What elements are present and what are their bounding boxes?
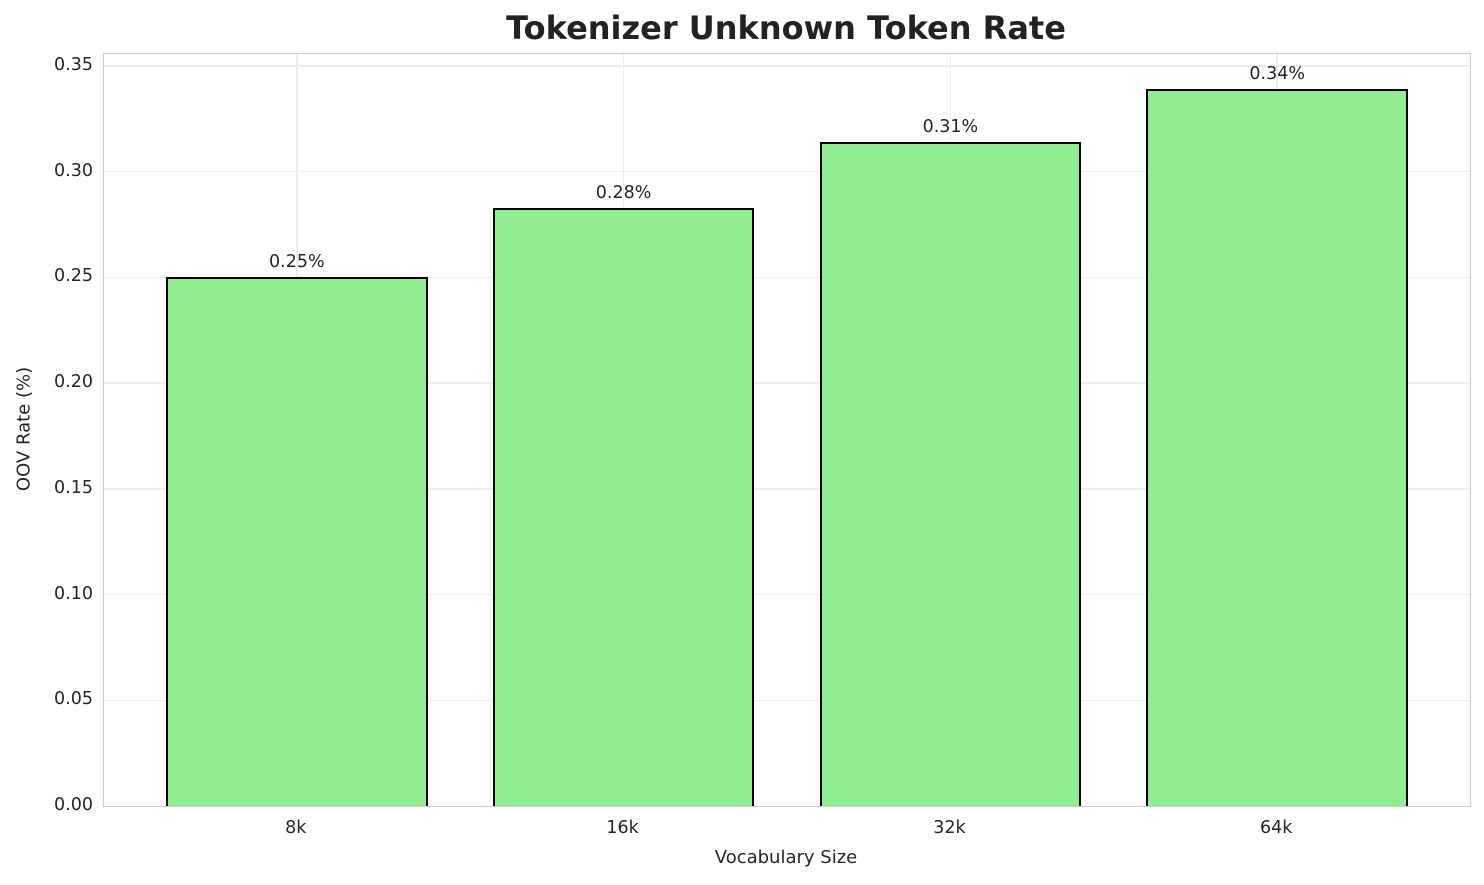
- y-tick-label: 0.20: [54, 372, 93, 393]
- horizontal-gridline: [104, 276, 1470, 279]
- y-tick-label: 0.30: [54, 160, 93, 181]
- y-tick-label: 0.35: [54, 54, 93, 75]
- y-tick-label: 0.10: [54, 583, 93, 604]
- horizontal-gridline: [104, 488, 1470, 490]
- y-tick-label: 0.15: [54, 477, 93, 498]
- horizontal-gridline: [104, 170, 1470, 173]
- bar-value-label: 0.31%: [922, 116, 979, 137]
- bar-8k: [166, 277, 428, 806]
- y-tick-label: 0.25: [54, 266, 93, 287]
- y-tick-label: 0.00: [54, 795, 93, 815]
- x-tick-label: 64k: [1259, 818, 1293, 838]
- bar-16k: [492, 207, 755, 806]
- bar-32k: [819, 141, 1082, 806]
- bar-64k: [1146, 89, 1408, 806]
- bar-value-label: 0.25%: [269, 252, 325, 273]
- x-tick-label: 32k: [933, 818, 966, 838]
- horizontal-gridline: [104, 593, 1470, 596]
- plot-area: 0.25% 0.28% 0.31% 0.34%: [103, 53, 1471, 807]
- bar-value-label: 0.28%: [595, 182, 652, 203]
- bar-value-label: 0.34%: [1249, 64, 1305, 85]
- horizontal-gridline: [104, 382, 1470, 384]
- x-tick-label: 16k: [606, 818, 639, 838]
- horizontal-gridline: [104, 65, 1470, 67]
- y-axis-label: OOV Rate (%): [13, 366, 35, 492]
- horizontal-gridline: [104, 699, 1470, 702]
- y-tick-label: 0.05: [54, 689, 93, 710]
- chart-title: Tokenizer Unknown Token Rate: [506, 9, 1066, 47]
- x-tick-label: 8k: [285, 818, 307, 838]
- x-axis-label: Vocabulary Size: [714, 847, 858, 868]
